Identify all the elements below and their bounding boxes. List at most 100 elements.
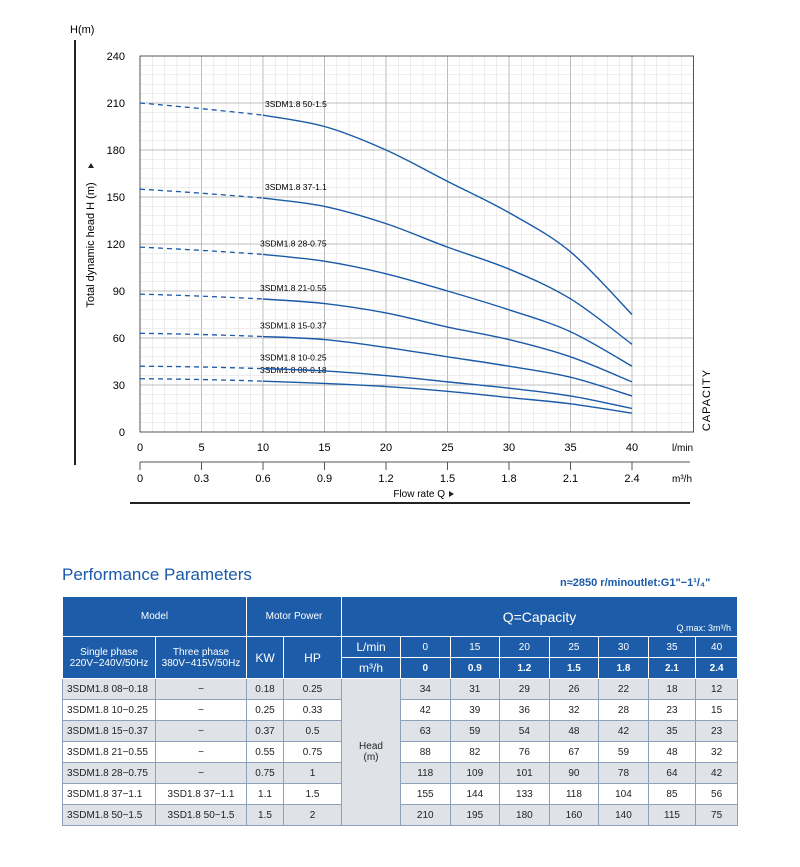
table-cell: 210 — [400, 804, 451, 826]
curve-dashed — [139, 102, 264, 116]
table-cell: 22 — [598, 678, 649, 700]
lmin-value: 25 — [548, 636, 600, 658]
y-axis-label: Total dynamic head H (m) — [85, 182, 97, 307]
table-cell: − — [155, 720, 247, 742]
table-cell: 118 — [548, 783, 600, 805]
table-cell: 133 — [499, 783, 550, 805]
pump-curve-chart: 0 30 60 90 120 150 180 210 240 0 5 10 15 20 25 30 35 40 0 0… — [70, 24, 713, 504]
curve-3sdm1-8-37-1-1 — [262, 197, 633, 345]
table-cell: 195 — [449, 804, 501, 826]
table-cell: 3SDM1.8 08−0.18 — [62, 678, 156, 700]
table-cell: − — [155, 741, 247, 763]
series-label: 3SDM1.8 28-0.75 — [260, 238, 327, 248]
y-tick-label: 180 — [107, 145, 125, 157]
table-cell: 39 — [449, 699, 501, 721]
plot-frame — [139, 55, 694, 433]
lmin-value: 0 — [400, 636, 451, 658]
table-cell: 85 — [647, 783, 697, 805]
model-header: Model — [62, 596, 247, 637]
series-label: 3SDM1.8 10-0.25 — [260, 353, 327, 363]
table-cell: 0.55 — [246, 741, 284, 763]
table-cell: 42 — [400, 699, 451, 721]
x-tick-label-m3h: 0.6 — [255, 473, 270, 485]
table-cell: 0.25 — [283, 678, 342, 700]
curve-3sdm1-8-15-0-37 — [262, 335, 633, 397]
curve-dashed — [139, 332, 264, 338]
x-tick-label-m3h: 2.1 — [563, 473, 578, 485]
curve-3sdm1-8-21-0-55 — [262, 298, 633, 383]
table-row: 3SDM1.8 10−0.25−0.25 0.33 42 39 36 32 28 23 15 — [62, 699, 738, 721]
table-cell: 67 — [548, 741, 600, 763]
curve-3sdm1-8-08-0-18 — [262, 380, 633, 414]
m3h-value: 2.4 — [695, 657, 738, 679]
head-unit: (m) — [363, 752, 379, 763]
arrow-right-icon — [449, 491, 454, 497]
curve-dashed — [139, 188, 264, 199]
lmin-value: 40 — [695, 636, 738, 658]
table-cell: 48 — [548, 720, 600, 742]
curve-3sdm1-8-50-1-5 — [262, 114, 633, 315]
table-cell: 3SD1.8 50−1.5 — [155, 804, 247, 826]
table-cell: 23 — [647, 699, 697, 721]
y-tick-label: 30 — [113, 380, 125, 392]
table-cell: 3SDM1.8 15−0.37 — [62, 720, 156, 742]
table-row: 3SDM1.8 21−0.55−0.55 0.75 88 82 76 67 59 48 32 — [62, 741, 738, 763]
table-cell: 42 — [695, 762, 738, 784]
x-tick-label-lmin: 0 — [137, 442, 143, 454]
y-tick-label: 150 — [107, 192, 125, 204]
table-cell: 88 — [400, 741, 451, 763]
m3h-value: 1.8 — [598, 657, 649, 679]
table-cell: 3SDM1.8 28−0.75 — [62, 762, 156, 784]
table-cell: 78 — [598, 762, 649, 784]
lmin-value: 35 — [647, 636, 697, 658]
capacity-label: Q=Capacity — [502, 608, 577, 625]
table-cell: 48 — [647, 741, 697, 763]
x-tick-label-lmin: 20 — [380, 442, 392, 454]
table-cell: 36 — [499, 699, 550, 721]
curve-3sdm1-8-10-0-25 — [262, 367, 633, 410]
table-cell: 1 — [283, 762, 342, 784]
table-cell: 59 — [598, 741, 649, 763]
motor-power-header: Motor Power — [246, 596, 342, 637]
head-text: Head — [359, 741, 383, 752]
capacity-header: Q=Capacity Q.max: 3m³/h — [341, 596, 738, 637]
table-cell: 28 — [598, 699, 649, 721]
hp-header: HP — [283, 636, 342, 679]
three-phase-label: Three phase — [172, 646, 230, 658]
table-cell: 29 — [499, 678, 550, 700]
x-unit-m3h: m³/h — [672, 474, 692, 485]
table-cell: 63 — [400, 720, 451, 742]
x-tick-label-lmin: 15 — [318, 442, 330, 454]
table-row: 3SDM1.8 28−0.75−0.75 1 118 109 101 90 78 64 42 — [62, 762, 738, 784]
curve-3sdm1-8-28-0-75 — [262, 253, 633, 367]
table-cell: 32 — [695, 741, 738, 763]
x-tick-label-lmin: 40 — [626, 442, 638, 454]
table-cell: 18 — [647, 678, 697, 700]
x-unit-lmin: l/min — [672, 443, 693, 454]
m3h-value: 1.5 — [548, 657, 600, 679]
table-cell: 3SDM1.8 10−0.25 — [62, 699, 156, 721]
curve-dashed — [139, 246, 264, 256]
series-label: 3SDM1.8 37-1.1 — [265, 182, 327, 192]
m3h-value: 0.9 — [449, 657, 501, 679]
table-row: 3SDM1.8 37−1.1 3SD1.8 37−1.1 1.1 1.5 155 144 1… — [62, 783, 738, 805]
lmin-value: 30 — [598, 636, 649, 658]
table-cell: 144 — [449, 783, 501, 805]
capacity-label: CAPACITY — [701, 369, 713, 431]
table-cell: 23 — [695, 720, 738, 742]
x-tick-label-m3h: 2.4 — [624, 473, 639, 485]
table-cell: 0.75 — [283, 741, 342, 763]
series-label: 3SDM1.8 50-1.5 — [265, 99, 327, 109]
x-tick-label-m3h: 1.5 — [440, 473, 455, 485]
y-tick-label: 0 — [119, 427, 125, 439]
table-cell: − — [155, 762, 247, 784]
x-tick-label-m3h: 0 — [137, 473, 143, 485]
x-tick-label-lmin: 5 — [198, 442, 204, 454]
speed-outlet-spec: n≈2850 r/minoutlet:G1"−1¹/₄" — [560, 577, 711, 589]
table-cell: 115 — [647, 804, 697, 826]
table-cell: 104 — [598, 783, 649, 805]
table-cell: 140 — [598, 804, 649, 826]
series-label: 3SDM1.8 21-0.55 — [260, 283, 327, 293]
table-cell: 3SDM1.8 37−1.1 — [62, 783, 156, 805]
x-tick-label-m3h: 0.9 — [317, 473, 332, 485]
